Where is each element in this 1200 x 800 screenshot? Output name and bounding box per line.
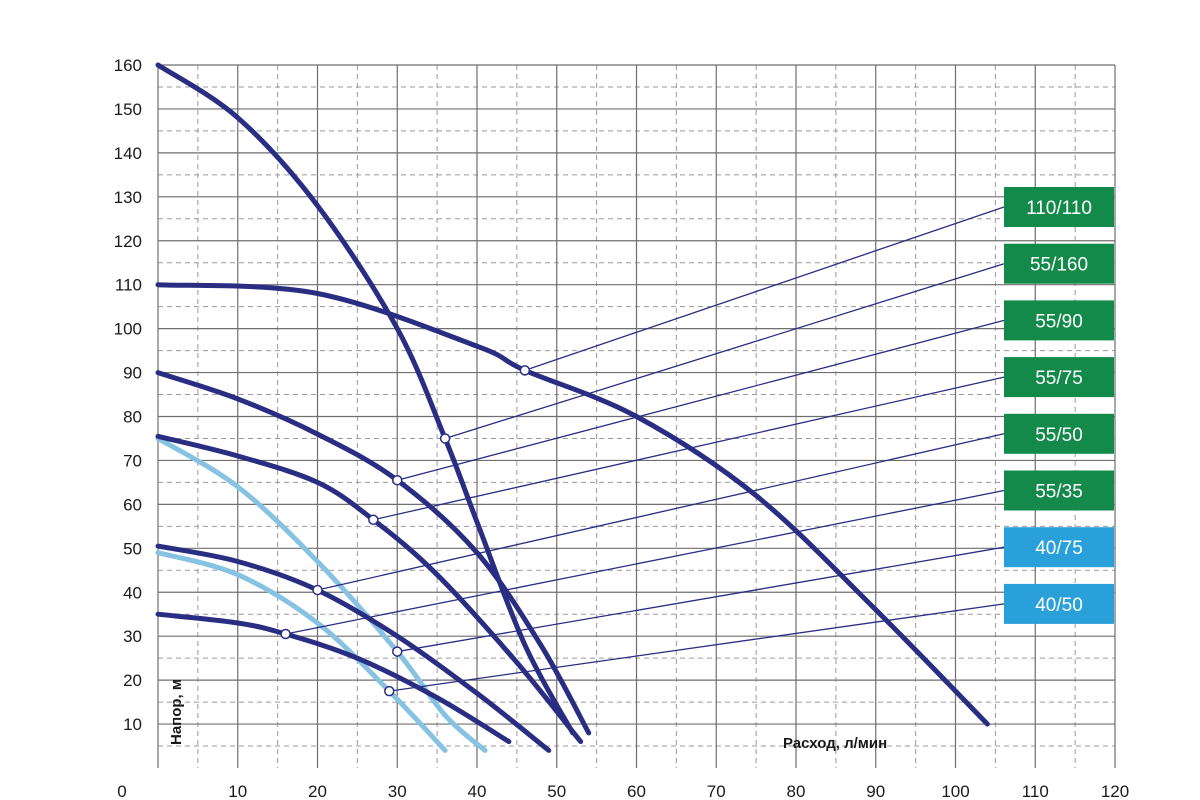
y-tick-label: 140 bbox=[114, 144, 142, 163]
series-label: 55/90 bbox=[1035, 311, 1083, 332]
series-marker bbox=[392, 646, 403, 657]
series-label-box bbox=[1004, 300, 1114, 341]
x-tick-label: 80 bbox=[787, 782, 806, 800]
leader-line bbox=[397, 319, 1005, 481]
series-marker bbox=[384, 685, 395, 697]
series-label-box bbox=[1004, 357, 1114, 398]
leader-line bbox=[524, 206, 1005, 371]
y-tick-label: 100 bbox=[114, 320, 142, 339]
series-line-110-110 bbox=[155, 282, 990, 727]
y-axis-title: Напор, м bbox=[168, 679, 185, 745]
y-tick-label: 80 bbox=[123, 408, 142, 427]
y-tick-label: 60 bbox=[123, 495, 142, 514]
series-line-40-75 bbox=[155, 436, 488, 753]
leader-line bbox=[373, 376, 1005, 521]
series-line-40-50 bbox=[155, 550, 448, 753]
series-line-55-160 bbox=[155, 62, 576, 736]
x-tick-label: 70 bbox=[707, 782, 726, 800]
series-curves bbox=[155, 62, 990, 753]
x-tick-label: 60 bbox=[627, 782, 646, 800]
series-label: 40/75 bbox=[1035, 538, 1083, 559]
y-tick-label: 10 bbox=[123, 715, 142, 734]
x-tick-label: 110 bbox=[1022, 782, 1049, 800]
series-label-box bbox=[1004, 243, 1114, 284]
x-tick-label: 120 bbox=[1101, 782, 1129, 800]
y-tick-label: 40 bbox=[123, 583, 142, 602]
series-line-55-50 bbox=[155, 543, 552, 753]
series-marker bbox=[280, 628, 291, 640]
y-tick-label: 120 bbox=[114, 232, 142, 251]
series-line-55-35 bbox=[155, 611, 512, 745]
y-axis: 10 20 30 40 50 60 70 80 90 100 110 120 130 140 150 160 bbox=[114, 56, 142, 734]
x-tick-label: 40 bbox=[468, 782, 487, 800]
x-tick-label: 20 bbox=[308, 782, 327, 800]
series-label: 110/110 bbox=[1026, 198, 1092, 219]
y-tick-label: 90 bbox=[123, 364, 142, 383]
y-tick-label: 110 bbox=[115, 276, 142, 295]
series-marker bbox=[519, 365, 531, 376]
y-tick-label: 70 bbox=[123, 451, 142, 470]
y-tick-label: 20 bbox=[123, 671, 142, 690]
series-marker bbox=[439, 433, 451, 444]
x-tick-label: 50 bbox=[547, 782, 566, 800]
y-tick-label: 160 bbox=[114, 56, 142, 75]
x-tick-label: 30 bbox=[388, 782, 407, 800]
leader-line bbox=[285, 489, 1005, 635]
series-line-55-90 bbox=[155, 370, 592, 736]
series-marker bbox=[392, 474, 403, 486]
x-tick-label: 0 bbox=[117, 782, 126, 800]
y-tick-label: 30 bbox=[123, 627, 142, 646]
y-tick-label: 150 bbox=[114, 100, 142, 119]
leader-line bbox=[444, 263, 1005, 440]
series-labels: 110/110 55/160 55/90 55/75 55/50 55/35 40/75 40… bbox=[1004, 187, 1114, 624]
series-label: 55/50 bbox=[1035, 425, 1083, 446]
series-marker bbox=[312, 584, 323, 596]
leader-line bbox=[397, 546, 1005, 653]
x-axis: 0 10 20 30 40 50 60 70 80 90 100 110 120 bbox=[117, 782, 1129, 800]
y-tick-label: 50 bbox=[123, 539, 142, 558]
leader-lines bbox=[285, 206, 1005, 692]
y-tick-label: 130 bbox=[114, 188, 142, 207]
series-label: 55/160 bbox=[1030, 255, 1088, 276]
x-tick-label: 90 bbox=[866, 782, 885, 800]
series-label-box bbox=[1004, 583, 1114, 624]
series-label: 55/35 bbox=[1035, 482, 1083, 503]
leader-line bbox=[317, 433, 1005, 591]
x-tick-label: 100 bbox=[941, 782, 969, 800]
series-label-box bbox=[1004, 527, 1114, 568]
leader-line bbox=[389, 603, 1005, 692]
series-label-box bbox=[1004, 470, 1114, 511]
series-label: 40/50 bbox=[1035, 595, 1083, 616]
x-tick-label: 10 bbox=[228, 782, 247, 800]
series-label-box bbox=[1004, 413, 1114, 454]
series-markers bbox=[280, 365, 531, 697]
series-label-box bbox=[1004, 187, 1114, 227]
series-label: 55/75 bbox=[1035, 368, 1083, 389]
x-axis-title: Расход, л/мин bbox=[783, 735, 887, 752]
series-marker bbox=[368, 514, 379, 526]
